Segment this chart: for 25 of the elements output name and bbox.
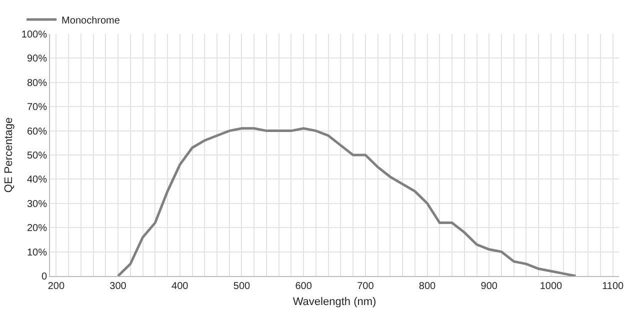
y-tick-label: 100% <box>21 30 48 40</box>
y-tick-label: 60% <box>26 126 48 138</box>
y-tick-label: 10% <box>26 247 48 258</box>
legend-label: Monochrome <box>62 15 120 26</box>
x-tick-label: 200 <box>48 281 65 292</box>
x-tick-label: 700 <box>357 281 374 292</box>
x-tick-label: 900 <box>480 281 498 292</box>
x-tick-label: 600 <box>295 281 312 292</box>
y-tick-label: 50% <box>26 150 48 162</box>
y-tick-label: 30% <box>26 198 48 210</box>
x-tick-label: 400 <box>172 281 189 292</box>
x-tick-label: 1000 <box>540 281 563 292</box>
x-axis-title: Wavelength (nm) <box>292 296 376 308</box>
y-tick-label: 40% <box>26 174 48 186</box>
x-tick-label: 1100 <box>602 281 624 292</box>
x-tick-label: 800 <box>418 281 436 292</box>
y-tick-label: 0 <box>41 272 48 282</box>
x-tick-label: 500 <box>233 281 251 292</box>
y-tick-label: 90% <box>26 54 48 65</box>
line-series <box>116 127 577 276</box>
y-tick-label: 20% <box>26 223 48 234</box>
y-axis-title: QE Percentage <box>3 117 16 193</box>
y-tick-label: 80% <box>26 78 48 89</box>
x-tick-label: 300 <box>110 281 127 292</box>
y-tick-label: 70% <box>26 102 48 114</box>
